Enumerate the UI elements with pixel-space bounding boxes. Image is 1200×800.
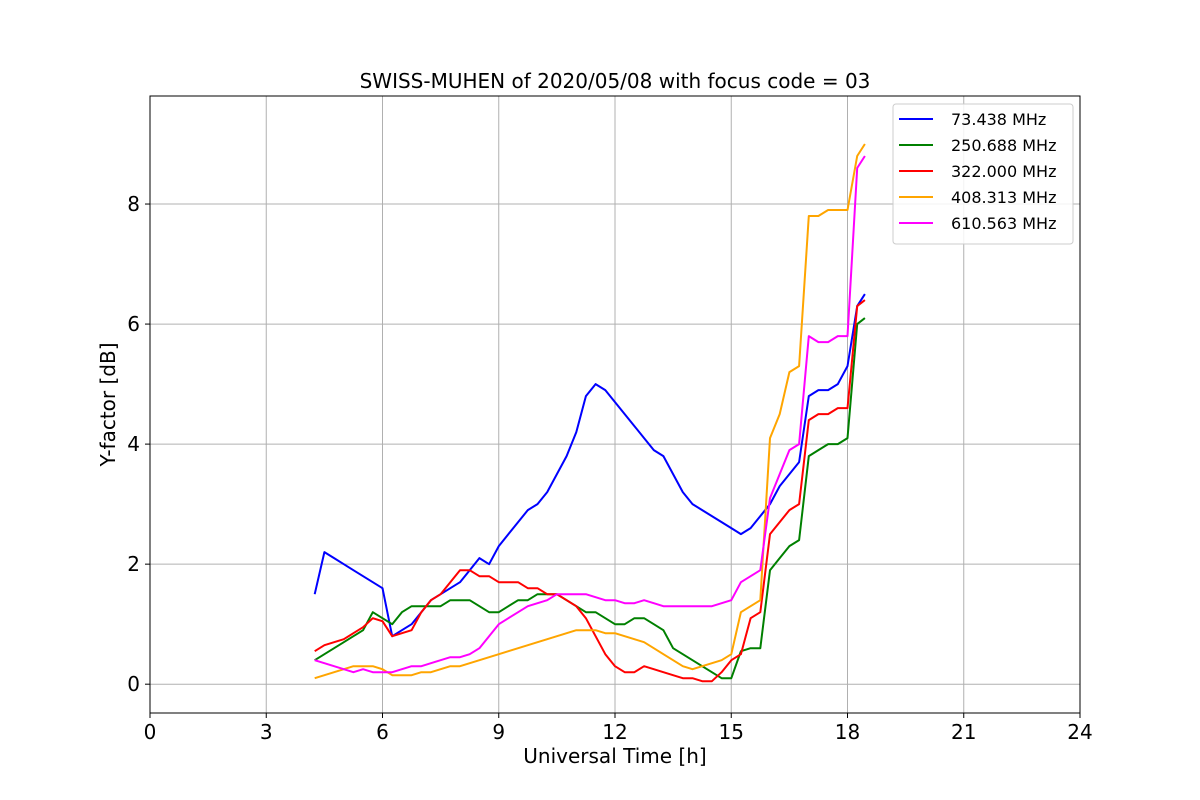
series-layer	[313, 143, 866, 683]
x-tick-label: 18	[835, 720, 860, 744]
x-tick-label: 0	[144, 720, 157, 744]
legend-entry: 322.000 MHz	[951, 162, 1056, 181]
series-line-2	[314, 317, 866, 680]
y-tick-label: 8	[127, 192, 140, 216]
y-tick-label: 2	[127, 552, 140, 576]
series-line-4	[314, 143, 866, 680]
series-line-1	[313, 293, 866, 638]
legend-entry: 610.563 MHz	[951, 214, 1056, 233]
y-tick-label: 0	[127, 672, 140, 696]
chart-title: SWISS-MUHEN of 2020/05/08 with focus cod…	[360, 69, 871, 93]
x-tick-label: 3	[260, 720, 273, 744]
x-tick-label: 6	[376, 720, 389, 744]
x-axis-ticks: 0 3 6 9 12 15 18 21 24	[144, 713, 1093, 744]
y-axis-ticks: 0 2 4 6 8	[127, 192, 150, 696]
legend-entry: 250.688 MHz	[951, 136, 1056, 155]
x-tick-label: 12	[602, 720, 627, 744]
legend-entry: 73.438 MHz	[951, 110, 1046, 129]
y-tick-label: 6	[127, 312, 140, 336]
y-axis-label: Y-factor [dB]	[96, 342, 120, 467]
x-axis-label: Universal Time [h]	[523, 744, 706, 768]
series-line-5	[314, 155, 866, 674]
legend: 73.438 MHz 250.688 MHz 322.000 MHz 408.313 …	[892, 103, 1074, 245]
series-line-3	[314, 299, 866, 683]
x-tick-label: 9	[492, 720, 505, 744]
y-tick-label: 4	[127, 432, 140, 456]
legend-entry: 408.313 MHz	[951, 188, 1056, 207]
legend-box	[892, 103, 1074, 245]
x-tick-label: 15	[719, 720, 744, 744]
x-tick-label: 21	[951, 720, 976, 744]
x-tick-label: 24	[1067, 720, 1092, 744]
